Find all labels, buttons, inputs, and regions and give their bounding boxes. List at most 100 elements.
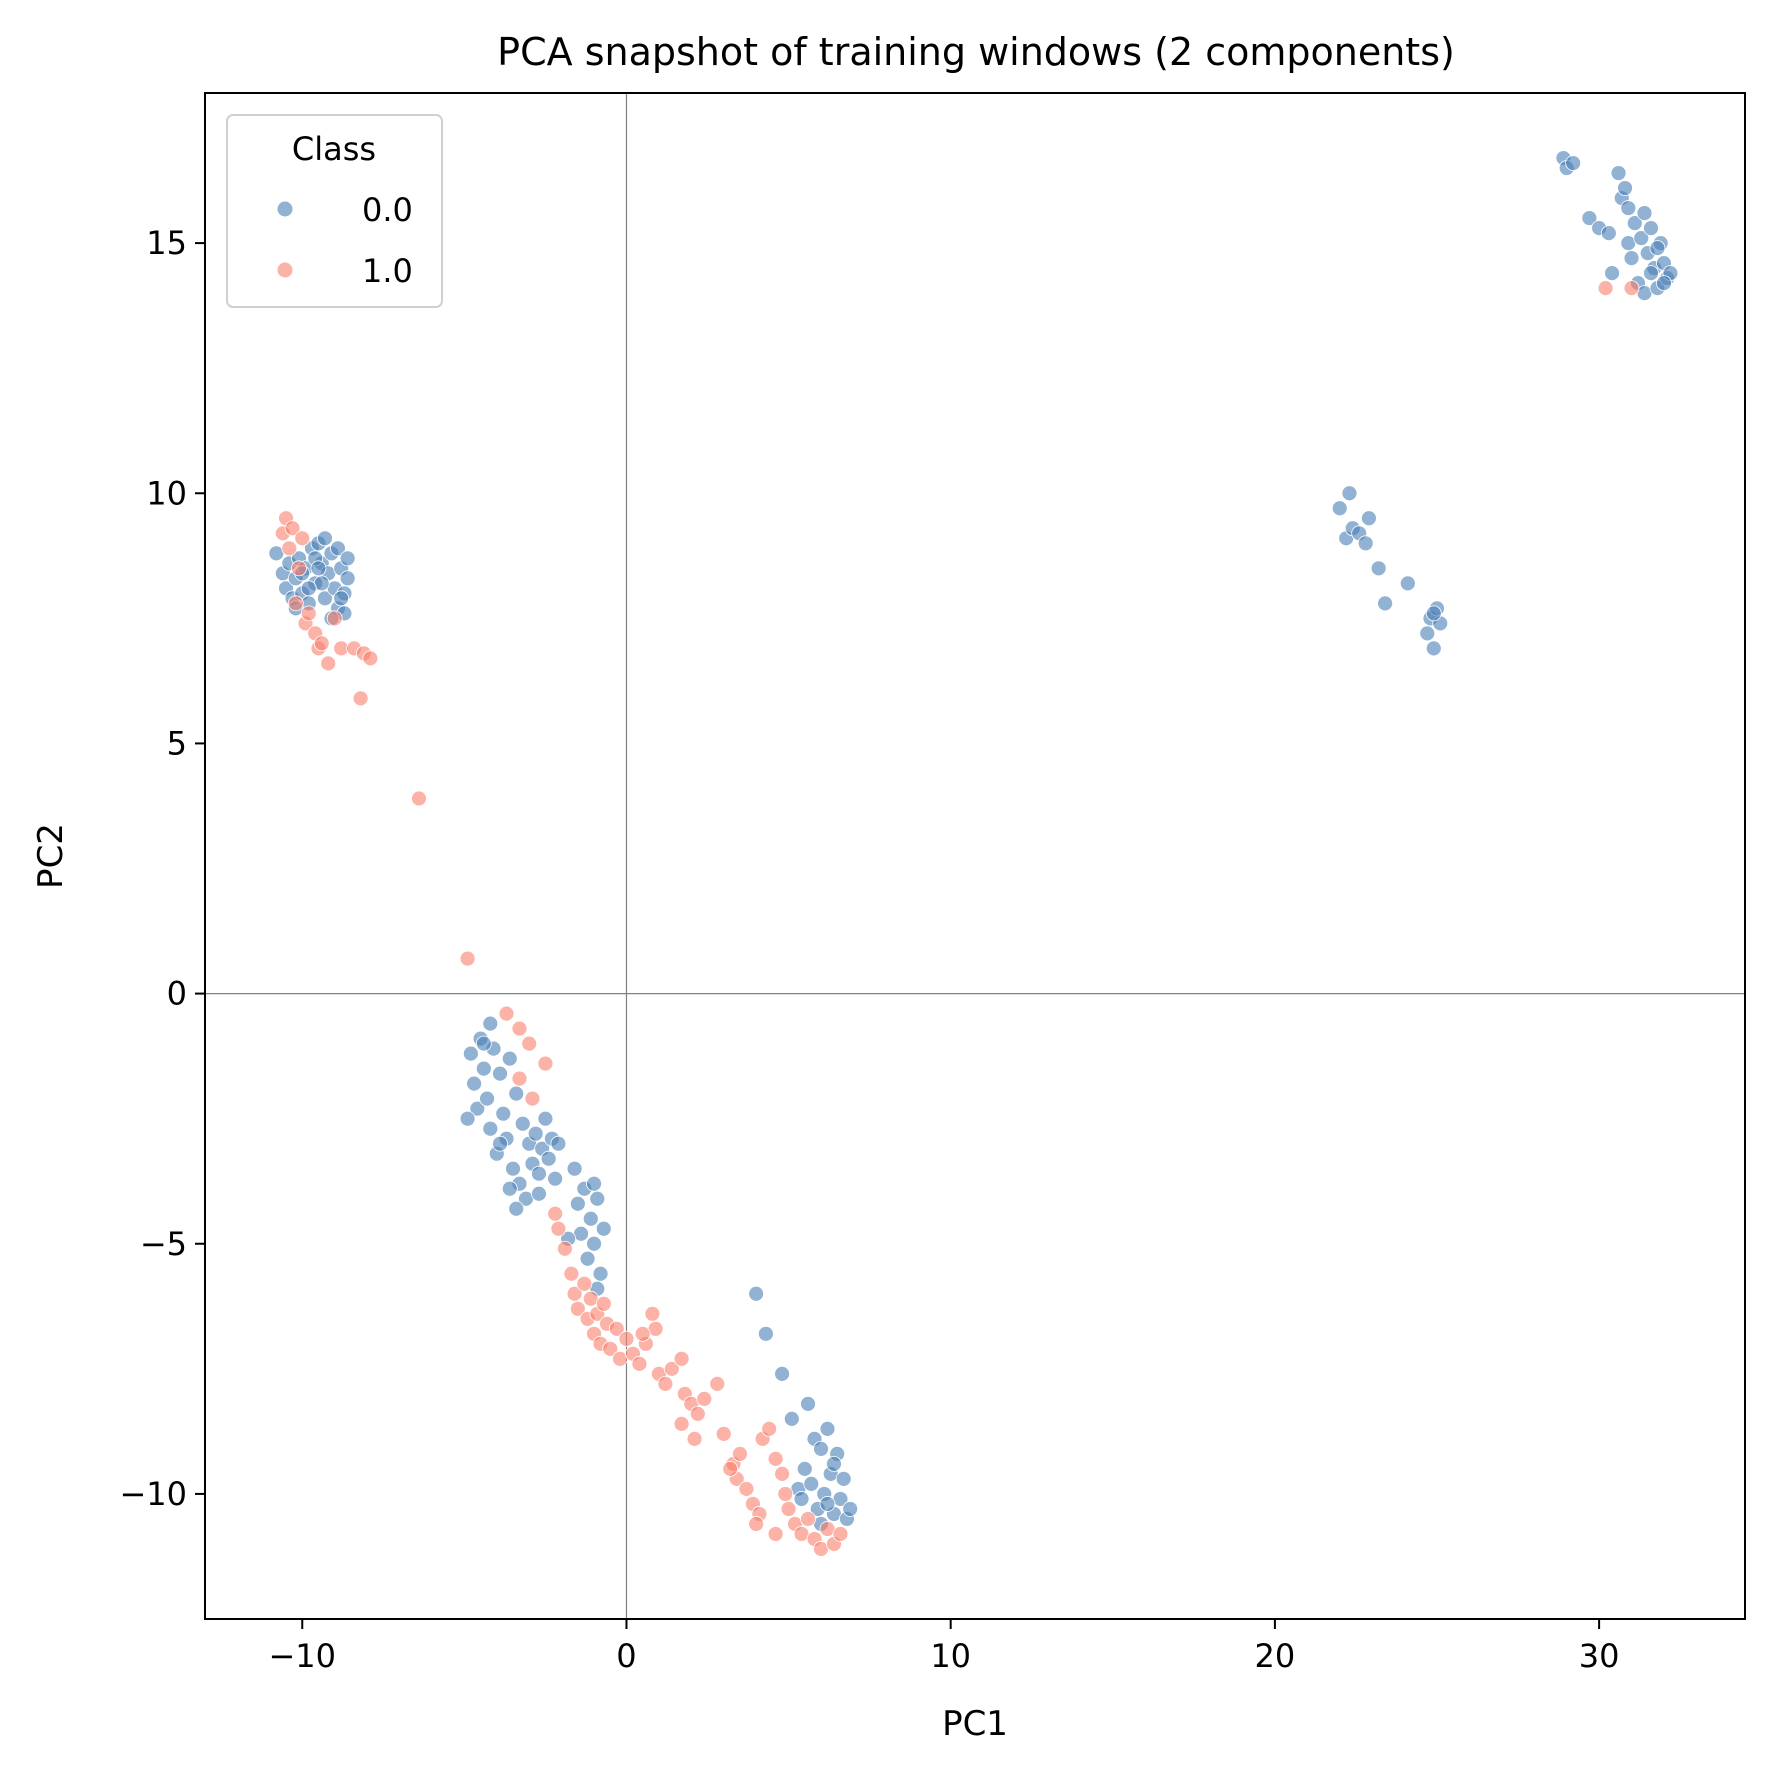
point-class-1-8 — [300, 605, 317, 622]
point-class-0-86 — [800, 1395, 816, 1412]
point-class-0-129 — [1610, 165, 1627, 181]
point-class-0-40 — [482, 1120, 499, 1137]
point-class-0-39 — [479, 1090, 495, 1107]
point-class-0-91 — [813, 1440, 829, 1457]
point-class-0-148 — [1620, 200, 1637, 216]
point-class-0-48 — [508, 1085, 525, 1102]
point-class-1-25 — [524, 1090, 541, 1107]
point-class-1-31 — [566, 1285, 583, 1302]
point-class-0-125 — [1581, 210, 1598, 226]
point-class-1-82 — [722, 1461, 739, 1477]
point-class-1-23 — [521, 1035, 538, 1052]
point-class-1-33 — [576, 1275, 593, 1292]
point-class-0-30 — [333, 590, 350, 607]
y-tick-label: 10 — [146, 474, 187, 512]
point-class-0-111 — [1357, 535, 1374, 552]
point-class-1-86 — [1597, 280, 1614, 297]
point-class-0-46 — [501, 1050, 518, 1067]
point-class-0-62 — [459, 1110, 476, 1127]
x-axis-label: PC1 — [942, 1704, 1008, 1744]
point-class-0-34 — [462, 1045, 479, 1062]
point-class-1-13 — [326, 610, 343, 627]
point-class-1-20 — [459, 950, 476, 967]
x-tick-label: −10 — [268, 1637, 336, 1675]
point-class-0-23 — [317, 530, 333, 547]
x-tick-label: 0 — [616, 1637, 636, 1675]
y-tick-label: 15 — [146, 224, 187, 262]
point-class-0-69 — [566, 1160, 583, 1177]
point-class-1-87 — [1623, 280, 1640, 297]
point-class-0-65 — [508, 1200, 525, 1217]
plot-area — [204, 92, 1746, 1620]
legend-title: Class — [292, 130, 376, 168]
point-class-1-59 — [715, 1425, 732, 1442]
point-class-0-93 — [819, 1420, 836, 1437]
point-class-1-70 — [777, 1486, 794, 1502]
point-class-0-75 — [586, 1235, 602, 1252]
point-class-0-116 — [1419, 625, 1436, 642]
point-class-1-81 — [767, 1526, 784, 1542]
point-class-1-32 — [569, 1300, 586, 1317]
point-class-0-88 — [796, 1461, 813, 1477]
point-class-0-57 — [537, 1110, 554, 1127]
point-class-1-45 — [631, 1355, 648, 1372]
point-class-0-134 — [1626, 215, 1643, 231]
y-tick-label: 0 — [167, 975, 187, 1013]
point-class-0-108 — [1341, 485, 1358, 502]
point-class-0-124 — [1565, 155, 1582, 171]
point-class-1-12 — [320, 655, 337, 672]
point-class-0-77 — [592, 1265, 609, 1282]
point-class-0-38 — [475, 1060, 492, 1077]
point-class-0-47 — [505, 1160, 521, 1177]
point-class-1-80 — [748, 1516, 765, 1532]
point-class-0-80 — [586, 1175, 602, 1192]
point-class-1-56 — [686, 1430, 703, 1447]
point-class-0-149 — [1656, 275, 1672, 292]
point-class-0-33 — [339, 550, 356, 567]
point-class-1-30 — [563, 1265, 580, 1282]
point-class-1-74 — [800, 1511, 816, 1527]
point-class-0-67 — [475, 1035, 492, 1052]
point-class-0-28 — [300, 580, 317, 597]
legend-marker-class-0 — [277, 201, 293, 217]
point-class-0-82 — [748, 1285, 765, 1302]
point-class-0-76 — [589, 1190, 606, 1207]
point-class-0-74 — [582, 1210, 599, 1227]
point-class-0-14 — [317, 590, 333, 607]
point-class-1-52 — [673, 1350, 690, 1367]
point-class-0-150 — [1643, 265, 1659, 282]
point-class-1-21 — [498, 1005, 515, 1022]
point-class-0-36 — [469, 1100, 486, 1117]
point-class-0-83 — [757, 1325, 774, 1342]
point-class-0-121 — [1425, 605, 1442, 622]
point-class-1-28 — [550, 1220, 567, 1237]
point-class-1-5 — [291, 560, 307, 577]
point-class-0-55 — [531, 1165, 547, 1182]
x-axis: −10 0 10 20 30 — [268, 1619, 1619, 1675]
point-class-0-54 — [527, 1125, 544, 1142]
point-class-1-63 — [738, 1481, 755, 1497]
point-class-0-113 — [1370, 560, 1387, 577]
point-class-1-41 — [608, 1320, 625, 1337]
point-class-1-11 — [313, 635, 330, 652]
point-class-0-61 — [550, 1135, 567, 1152]
point-class-1-43 — [618, 1330, 635, 1347]
point-class-0-66 — [531, 1185, 547, 1202]
plot-background — [205, 93, 1745, 1619]
point-class-1-47 — [644, 1305, 661, 1322]
point-class-0-139 — [1643, 220, 1659, 236]
point-class-0-60 — [547, 1170, 564, 1187]
plot-frame — [204, 92, 1746, 1620]
point-class-0-118 — [1425, 640, 1442, 657]
point-class-1-84 — [634, 1325, 651, 1342]
point-class-0-98 — [835, 1471, 852, 1487]
x-tick-label: 30 — [1579, 1637, 1620, 1675]
point-class-1-19 — [411, 790, 427, 807]
point-class-1-83 — [689, 1405, 706, 1422]
point-class-1-26 — [511, 1070, 528, 1087]
point-class-1-18 — [352, 690, 369, 707]
point-class-0-136 — [1633, 230, 1650, 246]
point-class-0-21 — [339, 570, 356, 587]
legend-marker-class-1 — [277, 262, 293, 278]
